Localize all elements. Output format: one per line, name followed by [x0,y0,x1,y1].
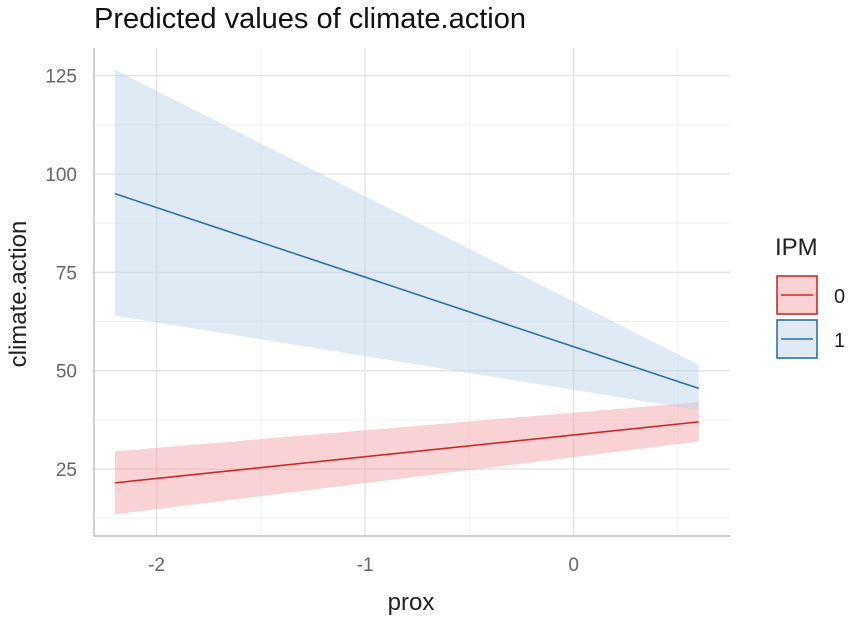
axes [93,48,730,537]
series-lines [114,192,699,484]
y-tick-label: 125 [45,67,77,88]
legend: IPM 0 1 [775,234,845,359]
legend-label-ipm-1: 1 [834,330,845,352]
y-axis-title: climate.action [5,221,32,368]
confidence-band-ipm-1 [114,69,699,411]
y-tick-label: 75 [56,263,77,284]
x-tick-label: 0 [568,555,579,576]
y-tick-label: 100 [45,165,77,186]
y-tick-label: 50 [56,362,77,383]
x-tick-label: -2 [148,555,165,576]
series-line-ipm-0 [114,421,699,484]
series-line-ipm-1 [114,192,699,390]
x-tick-labels: -2 -1 0 [148,555,579,576]
y-tick-label: 25 [56,460,77,481]
y-tick-labels: 25 50 75 100 125 [45,67,77,482]
x-tick-label: -1 [357,555,374,576]
confidence-bands [114,69,699,515]
x-axis-title: prox [388,589,435,616]
chart-title: Predicted values of climate.action [94,3,526,35]
legend-title: IPM [775,234,818,261]
confidence-band-ipm-0 [114,402,699,515]
legend-label-ipm-0: 0 [834,286,845,308]
